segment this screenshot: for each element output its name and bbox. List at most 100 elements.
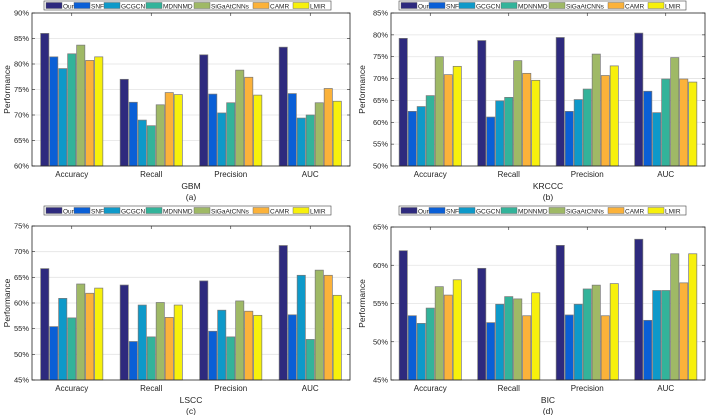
bar-camr (600, 315, 610, 381)
legend-swatch-sigaatcnns (548, 207, 566, 214)
legend-swatch-mdnnmd (500, 207, 518, 214)
legend-swatch-camr (607, 2, 625, 9)
legend-box (398, 205, 687, 216)
bar-lmir (452, 65, 462, 167)
x-tick-label: AUC (302, 384, 319, 393)
legend-label: SiGaAtCNNs (566, 3, 605, 10)
x-tick-label: Accuracy (55, 384, 88, 393)
plot-frame (31, 12, 351, 167)
y-tick-label: 85% (373, 9, 388, 18)
bar-ours (398, 250, 408, 381)
bar-snf (208, 330, 218, 381)
bar-ours (634, 238, 644, 381)
legend-label: GCGCN (476, 208, 501, 215)
legend-swatch-ours (400, 2, 418, 9)
bar-snf (407, 111, 417, 167)
bar-lmir (332, 100, 342, 167)
y-tick-label: 50% (373, 337, 388, 346)
y-tick-label: 55% (373, 299, 388, 308)
bar-camr (85, 60, 95, 167)
bar-lmir (688, 81, 698, 167)
legend-box (43, 0, 332, 11)
x-tick-label: Recall (140, 170, 162, 179)
bar-camr (600, 75, 610, 167)
legend-label: GCGCN (121, 208, 146, 215)
legend-box (43, 205, 332, 216)
y-tick-label: 50% (14, 350, 29, 359)
panel-label: (c) (186, 406, 196, 415)
x-tick-label: Recall (498, 170, 520, 179)
legend-label: SiGaAtCNNs (211, 208, 250, 215)
x-tick-label: Precision (571, 170, 604, 179)
legend-swatch-snf (73, 207, 91, 214)
bar-snf (128, 341, 138, 381)
bar-lmir (253, 314, 263, 381)
legend-swatch-gcgcn (103, 2, 121, 9)
legend-label: Ours (63, 208, 78, 215)
legend-swatch-lmir (647, 2, 665, 9)
bar-sigaatcnns (76, 283, 86, 381)
bar-ours (477, 40, 487, 167)
legend-swatch-camr (607, 207, 625, 214)
bar-snf (486, 322, 496, 381)
bar-lmir (609, 283, 619, 381)
bar-lmir (332, 294, 342, 381)
legend-box (398, 0, 687, 11)
bar-ours (477, 267, 487, 381)
bar-ours (119, 78, 129, 167)
x-tick-label: Precision (214, 170, 247, 179)
bar-mdnnmd (146, 125, 156, 167)
legend-label: CAMR (270, 208, 289, 215)
legend-label: SNF (91, 3, 104, 10)
bar-mdnnmd (425, 95, 435, 167)
bar-camr (522, 315, 532, 381)
bar-gcgcn (296, 117, 306, 167)
bar-mdnnmd (146, 336, 156, 381)
bar-gcgcn (495, 303, 505, 381)
bar-lmir (253, 94, 263, 167)
bar-sigaatcnns (591, 53, 601, 167)
bar-gcgcn (652, 290, 662, 381)
bar-snf (287, 314, 297, 381)
legend-label: LMIR (665, 208, 681, 215)
y-tick-label: 45% (373, 376, 388, 385)
legend-label: LMIR (665, 3, 681, 10)
bar-sigaatcnns (513, 298, 523, 381)
x-tick-label: Accuracy (414, 384, 447, 393)
legend-swatch-snf (428, 207, 446, 214)
bar-ours (634, 32, 644, 167)
legend-label: MDNNMD (163, 208, 193, 215)
bar-mdnnmd (504, 97, 514, 167)
bar-lmir (531, 79, 541, 167)
legend-swatch-sigaatcnns (548, 2, 566, 9)
y-tick-label: 65% (14, 273, 29, 282)
bar-gcgcn (495, 100, 505, 167)
bar-snf (49, 56, 59, 167)
bar-camr (244, 76, 254, 167)
bar-mdnnmd (504, 296, 514, 381)
x-axis-label: BIC (541, 395, 555, 405)
x-tick-label: Precision (214, 384, 247, 393)
bar-mdnnmd (67, 317, 77, 381)
y-tick-label: 80% (14, 60, 29, 69)
bar-lmir (531, 292, 541, 381)
y-axis-label: Performance (357, 279, 367, 328)
bar-sigaatcnns (76, 44, 86, 167)
y-tick-label: 90% (14, 9, 29, 18)
legend-swatch-ours (400, 207, 418, 214)
legend-label: MDNNMD (518, 3, 548, 10)
chart-panel-3: 45% 50% 55% 60% 65% 70% 75% Accuracy Recall Preci… (2, 205, 351, 415)
bar-sigaatcnns (591, 284, 601, 381)
bar-gcgcn (296, 274, 306, 381)
chart-panel-4: 45% 50% 55% 60% 65% Accuracy Recall Precision AU… (357, 205, 706, 415)
chart-panel-1: 60% 65% 70% 75% 80% 85% 90% Accuracy Recall Preci… (2, 0, 351, 202)
bar-snf (287, 93, 297, 167)
legend-label: SNF (446, 3, 459, 10)
bar-mdnnmd (582, 88, 592, 167)
bar-gcgcn (137, 304, 147, 381)
bar-mdnnmd (226, 102, 236, 167)
bar-snf (128, 101, 138, 167)
y-tick-label: 85% (14, 34, 29, 43)
bar-ours (199, 54, 209, 167)
bar-ours (40, 268, 50, 381)
